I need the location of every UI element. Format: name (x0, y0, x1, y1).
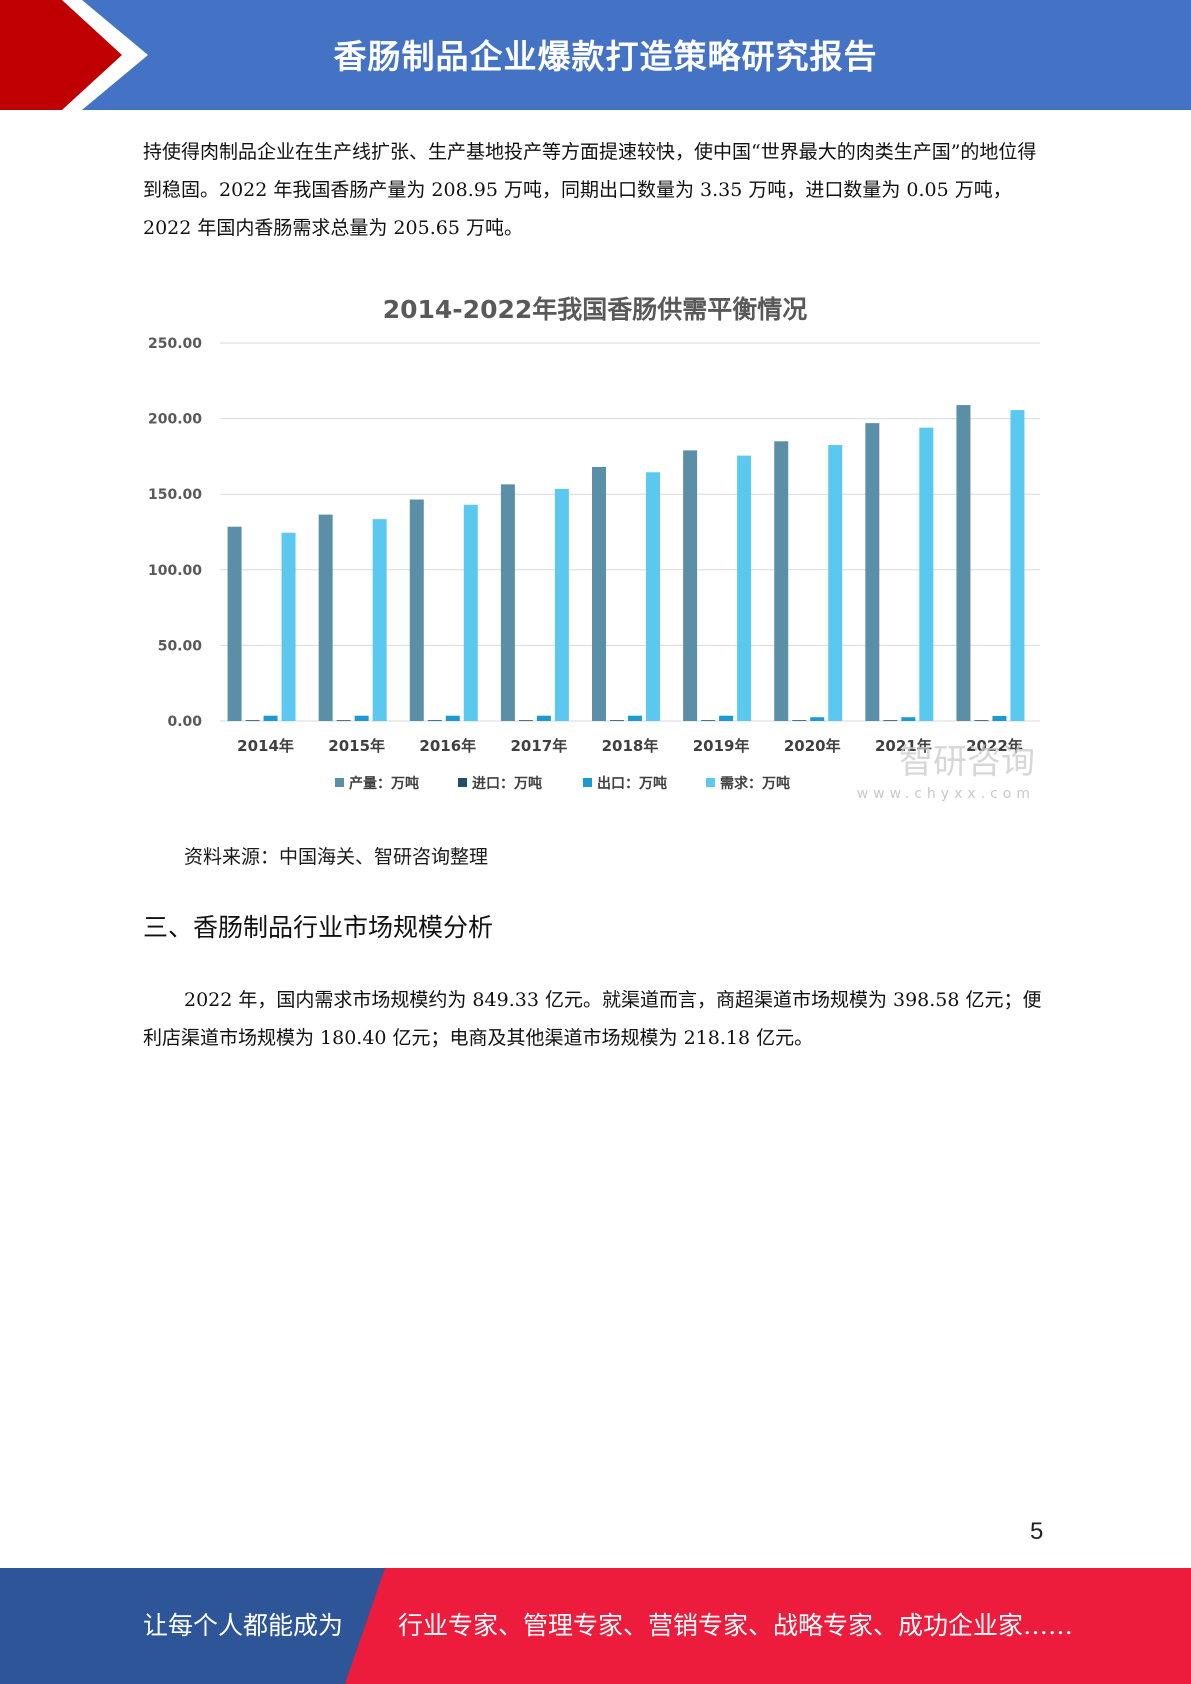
y-tick-label: 200.00 (148, 412, 202, 428)
x-tick-label: 2015年 (328, 737, 385, 755)
bar-3 (810, 717, 825, 721)
footer-slogan-left: 让每个人都能成为 (143, 1611, 344, 1640)
bar-2 (427, 720, 442, 721)
footer-slogan-right: 行业专家、管理专家、营销专家、战略专家、成功企业家…… (398, 1611, 1074, 1640)
bar-2 (245, 720, 260, 721)
y-tick-label: 250.00 (148, 336, 202, 352)
bar-4 (737, 455, 752, 721)
legend-swatch (458, 778, 467, 787)
legend-label: 进口：万吨 (472, 775, 542, 792)
chart-title: 2014-2022年我国香肠供需平衡情况 (383, 295, 808, 324)
legend-swatch (706, 778, 715, 787)
page-header: 香肠制品企业爆款打造策略研究报告 (0, 0, 1191, 110)
bar-4 (1010, 410, 1025, 721)
bar-1 (865, 423, 880, 721)
legend-label: 需求：万吨 (720, 775, 790, 792)
chart-svg: 2014-2022年我国香肠供需平衡情况 0.00 50.00 100.00 150.0… (148, 295, 1040, 802)
section-title: 三、香肠制品行业市场规模分析 (143, 913, 494, 942)
bar-1 (409, 499, 424, 721)
page-footer: 让每个人都能成为 行业专家、管理专家、营销专家、战略专家、成功企业家…… (0, 1568, 1191, 1684)
bar-2 (336, 720, 351, 721)
bar-4 (281, 532, 296, 721)
bar-2 (701, 720, 716, 721)
legend-label: 产量：万吨 (349, 775, 419, 792)
watermark-text: 智研咨询 (899, 742, 1035, 782)
bar-1 (318, 514, 333, 721)
bar-3 (445, 715, 460, 721)
market-size-paragraph: 2022 年，国内需求市场规模约为 849.33 亿元。就渠道而言，商超渠道市场… (143, 989, 1042, 1049)
x-tick-label: 2021年 (875, 737, 932, 755)
x-tick-label: 2020年 (784, 737, 841, 755)
header-title: 香肠制品企业爆款打造策略研究报告 (333, 37, 878, 76)
bar-1 (683, 450, 698, 721)
y-tick-label: 0.00 (167, 714, 202, 730)
bar-4 (463, 504, 478, 721)
x-tick-label: 2019年 (693, 737, 750, 755)
bar-2 (883, 720, 898, 721)
legend-label: 出口：万吨 (597, 775, 667, 792)
page-number: 5 (1030, 1518, 1044, 1545)
y-tick-label: 100.00 (148, 563, 202, 579)
source-note: 资料来源：中国海关、智研咨询整理 (184, 846, 489, 868)
legend-swatch (335, 778, 344, 787)
bar-3 (992, 715, 1007, 721)
x-tick-label: 2022年 (966, 737, 1023, 755)
footer-red-band (345, 1568, 1191, 1684)
bar-4 (554, 488, 569, 721)
watermark-url: www.chyxx.com (857, 786, 1035, 802)
y-tick-label: 50.00 (158, 638, 203, 654)
bar-1 (774, 441, 789, 721)
bar-1 (956, 405, 971, 721)
bar-3 (901, 717, 916, 721)
bar-4 (372, 519, 387, 721)
header-arrow-decoration (0, 0, 148, 110)
bar-3 (263, 715, 278, 721)
bar-3 (628, 715, 642, 721)
bar-3 (354, 715, 369, 721)
bar-3 (536, 715, 551, 721)
intro-paragraph: 持使得肉制品企业在生产线扩张、生产基地投产等方面提速较快，使中国“世界最大的肉类… (143, 141, 1037, 239)
bar-2 (792, 720, 807, 721)
bar-2 (518, 720, 533, 721)
bar-1 (592, 466, 606, 721)
bar-4 (646, 472, 660, 721)
bar-1 (500, 484, 515, 721)
bar-2 (974, 720, 989, 721)
bar-2 (610, 720, 624, 721)
bar-4 (919, 427, 934, 721)
bar-3 (719, 715, 734, 721)
legend-swatch (583, 778, 592, 787)
supply-demand-chart: 2014-2022年我国香肠供需平衡情况 0.00 50.00 100.00 150.0… (140, 278, 1050, 808)
bar-1 (227, 526, 242, 721)
x-tick-label: 2017年 (511, 737, 568, 755)
bar-4 (828, 445, 843, 721)
x-tick-label: 2018年 (602, 737, 659, 755)
x-tick-label: 2014年 (237, 737, 294, 755)
y-tick-label: 150.00 (148, 487, 202, 503)
x-tick-label: 2016年 (419, 737, 476, 755)
